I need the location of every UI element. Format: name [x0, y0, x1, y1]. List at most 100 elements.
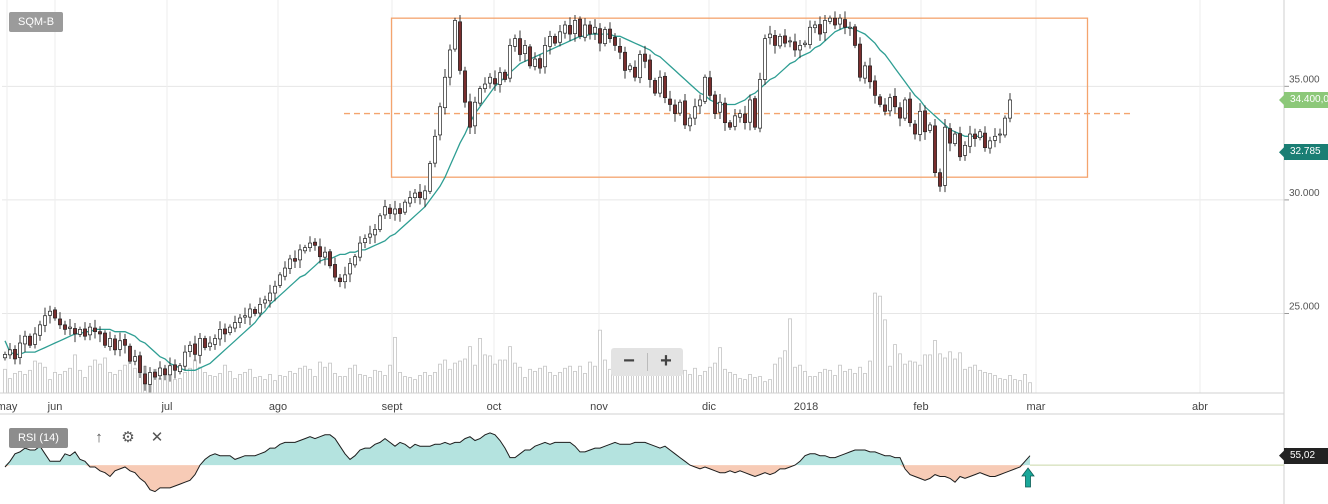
volume-bar [293, 373, 297, 394]
zoom-out-button[interactable]: − [623, 350, 635, 372]
volume-bar [408, 377, 412, 394]
candle-down [908, 98, 912, 124]
volume-bar [98, 363, 102, 394]
volume-bar [53, 371, 57, 394]
rsi-fill-above [5, 432, 1030, 466]
candle-down [28, 335, 32, 346]
move-up-icon[interactable]: ↑ [95, 429, 103, 446]
x-tick-label: jun [47, 401, 63, 413]
volume-bar [868, 360, 872, 394]
candle-down [173, 364, 177, 371]
candle-down [643, 53, 647, 62]
candle-up [603, 29, 607, 44]
volume-bar [908, 360, 912, 394]
volume-bar [843, 370, 847, 394]
candle-down [318, 246, 322, 258]
volume-bar [913, 361, 917, 394]
candle-up [248, 308, 252, 318]
candle-down [878, 96, 882, 105]
candle-up [803, 42, 807, 45]
y-tick-label: 35.000 [1289, 74, 1320, 85]
volume-bar [973, 364, 977, 394]
rsi-indicator-label[interactable]: RSI (14) [9, 428, 68, 448]
candle-up [38, 324, 42, 336]
candle-down [93, 327, 97, 333]
volume-bar [13, 373, 17, 394]
volume-bar [378, 370, 382, 394]
candle-up [478, 88, 482, 104]
volume-bar [208, 375, 212, 394]
volume-bar [58, 374, 62, 394]
candle-up [308, 242, 312, 248]
candle-up [423, 190, 427, 200]
volume-bar [218, 373, 222, 394]
volume-bar [573, 370, 577, 394]
volume-bar [568, 365, 572, 394]
zoom-in-button[interactable]: + [660, 350, 672, 372]
volume-bar [863, 373, 867, 394]
candle-down [933, 125, 937, 173]
candle-down [723, 102, 727, 124]
candle-up [303, 247, 307, 252]
volume-bar [1023, 374, 1027, 394]
volume-bar [133, 367, 137, 394]
close-icon[interactable]: ✕ [150, 429, 164, 446]
volume-bar [983, 371, 987, 394]
volume-bar [1018, 380, 1022, 394]
candle-up [823, 20, 827, 34]
candle-up [278, 274, 282, 286]
volume-bar [413, 379, 417, 394]
candle-down [668, 98, 672, 105]
volume-bar [938, 353, 942, 394]
candle-up [48, 310, 52, 316]
volume-bar [118, 369, 122, 394]
range-box [344, 17, 1132, 178]
volume-bar [403, 376, 407, 394]
volume-bar [328, 362, 332, 394]
candle-down [103, 332, 107, 346]
candle-up [323, 251, 327, 258]
volume-bar [728, 371, 732, 394]
volume-bar [458, 360, 462, 394]
volume-bar [753, 377, 757, 394]
volume-bar [853, 373, 857, 394]
volume-bar [888, 365, 892, 394]
candle-up [133, 356, 137, 362]
candle-up [508, 45, 512, 79]
y-tick-label: 25.000 [1289, 301, 1320, 312]
volume-bar [48, 379, 52, 394]
volume-bar [188, 367, 192, 394]
volume-bar [563, 367, 567, 394]
volume-bar [103, 357, 107, 394]
volume-bar [733, 374, 737, 394]
volume-bar [438, 363, 442, 394]
candle-up [298, 249, 302, 261]
rsi-line [4, 432, 1031, 493]
volume-bar [358, 374, 362, 394]
candle-up [283, 267, 287, 277]
candle-down [458, 21, 462, 71]
x-tick-label: feb [913, 401, 928, 413]
candle-up [118, 340, 122, 350]
volume-bar [588, 361, 592, 394]
volume-bar [213, 376, 217, 394]
candle-down [653, 80, 657, 94]
candle-up [268, 292, 272, 302]
volume-bar [883, 319, 887, 394]
volume-bar [273, 380, 277, 394]
symbol-badge[interactable]: SQM-B [9, 12, 64, 32]
volume-bar [193, 359, 197, 394]
candle-up [288, 258, 292, 269]
volume-bar [533, 370, 537, 394]
volume-bar [988, 373, 992, 394]
candle-up [88, 326, 92, 336]
volume-bar [78, 369, 82, 394]
candle-up [3, 354, 7, 359]
candle-down [818, 24, 822, 35]
candle-down [708, 77, 712, 96]
candle-down [203, 338, 207, 348]
settings-gear-icon[interactable]: ⚙ [121, 429, 135, 446]
candle-up [23, 335, 27, 345]
volume-bar [183, 371, 187, 394]
